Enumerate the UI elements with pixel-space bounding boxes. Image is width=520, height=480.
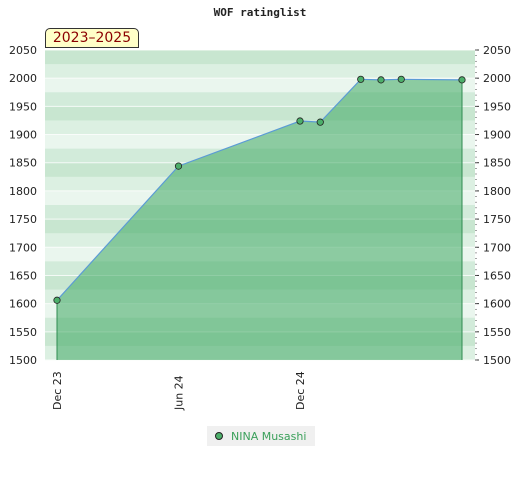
series-area bbox=[57, 79, 462, 361]
y-tick-label-right: 2050 bbox=[483, 44, 511, 57]
y-tick-label-left: 1750 bbox=[9, 213, 37, 226]
y-tick-label-left: 1800 bbox=[9, 185, 37, 198]
data-point bbox=[397, 75, 405, 83]
y-tick-label-right: 1550 bbox=[483, 326, 511, 339]
y-tick-label-right: 1700 bbox=[483, 241, 511, 254]
grid-band bbox=[45, 64, 475, 79]
y-tick-label-left: 1900 bbox=[9, 129, 37, 142]
legend-marker-icon bbox=[215, 432, 223, 440]
data-point bbox=[296, 117, 304, 125]
x-tick-label: Dec 24 bbox=[294, 371, 307, 410]
y-tick-label-left: 1650 bbox=[9, 269, 37, 282]
y-tick-label-right: 2000 bbox=[483, 72, 511, 85]
y-tick-label-right: 1650 bbox=[483, 269, 511, 282]
y-tick-label-left: 2050 bbox=[9, 44, 37, 57]
y-tick-label-left: 1550 bbox=[9, 326, 37, 339]
data-point bbox=[53, 296, 61, 304]
y-tick-label-right: 1600 bbox=[483, 298, 511, 311]
grid-band bbox=[45, 50, 475, 65]
y-tick-label-right: 1950 bbox=[483, 100, 511, 113]
y-tick-label-left: 1500 bbox=[9, 354, 37, 367]
data-point bbox=[174, 162, 183, 170]
y-tick-label-right: 1900 bbox=[483, 129, 511, 142]
x-tick-label: Dec 23 bbox=[51, 371, 64, 410]
y-tick-label-left: 1850 bbox=[9, 157, 37, 170]
y-tick-label-left: 2000 bbox=[9, 72, 37, 85]
y-tick-label-right: 1750 bbox=[483, 213, 511, 226]
data-point bbox=[357, 75, 365, 83]
legend-label: NINA Musashi bbox=[231, 429, 307, 443]
y-tick-label-right: 1850 bbox=[483, 157, 511, 170]
period-badge: 2023–2025 bbox=[45, 28, 139, 48]
data-point bbox=[458, 76, 466, 84]
rating-chart: 1500 1500 1550 1550 1600 1600 1650 1650 1700 1700… bbox=[9, 44, 511, 411]
y-tick-label-left: 1600 bbox=[9, 298, 37, 311]
data-point bbox=[377, 76, 385, 84]
y-tick-label-left: 1700 bbox=[9, 241, 37, 254]
y-tick-label-left: 1950 bbox=[9, 100, 37, 113]
legend: NINA Musashi bbox=[207, 426, 315, 446]
y-tick-label-right: 1800 bbox=[483, 185, 511, 198]
y-tick-label-right: 1500 bbox=[483, 354, 511, 367]
data-point bbox=[316, 118, 324, 126]
x-tick-label: Jun 24 bbox=[173, 375, 186, 411]
chart-title: WOF ratinglist bbox=[213, 6, 307, 19]
